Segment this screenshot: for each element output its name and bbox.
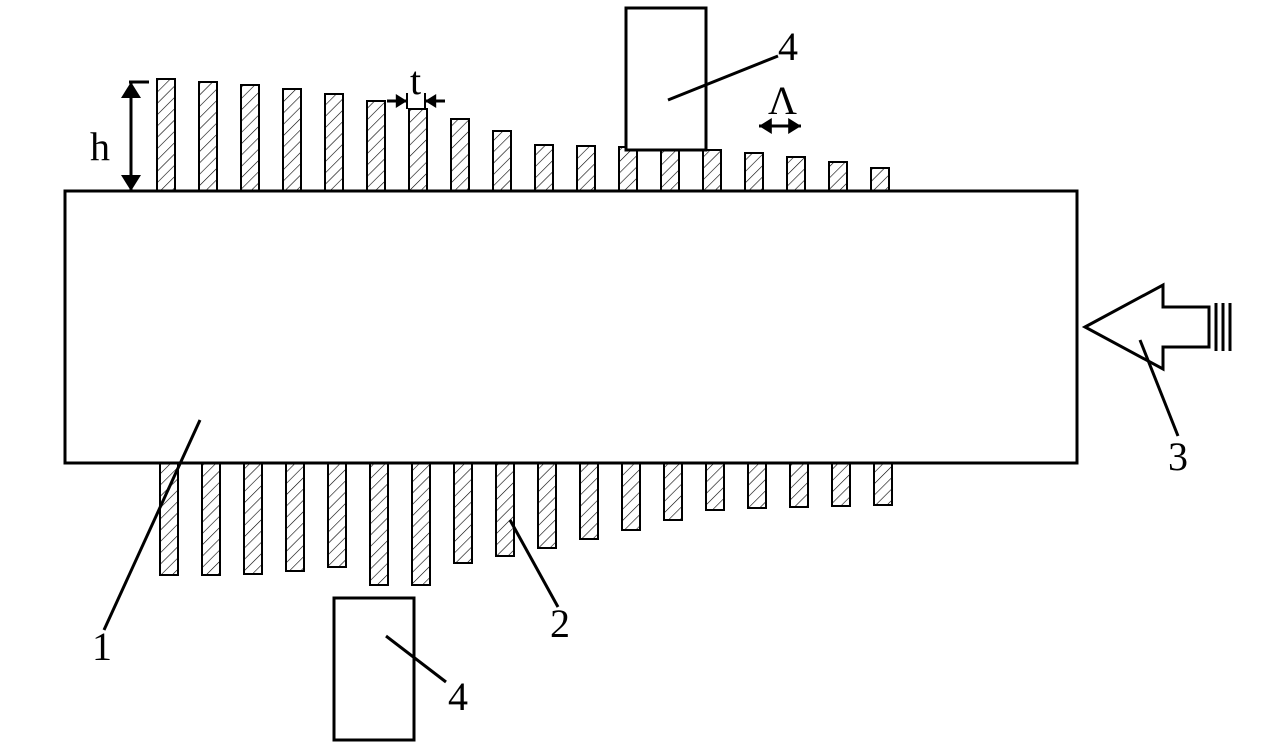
fin-bottom	[286, 463, 304, 571]
fin-top	[325, 94, 343, 191]
fin-top	[787, 157, 805, 191]
label-ref-2: 2	[550, 601, 570, 646]
fin-top	[367, 101, 385, 191]
label-t: t	[410, 58, 421, 103]
fin-bottom	[496, 463, 514, 556]
fin-top	[157, 79, 175, 191]
fin-top	[745, 153, 763, 191]
body-layer	[65, 191, 1077, 463]
waveguide-body	[65, 191, 1077, 463]
label-ref-3: 3	[1168, 434, 1188, 479]
fin-top	[619, 147, 637, 191]
fin-top	[871, 168, 889, 191]
fin-bottom	[454, 463, 472, 563]
fin-top	[493, 131, 511, 191]
detector-block	[626, 8, 706, 150]
label-ref-1: 1	[92, 624, 112, 669]
detector-block	[334, 598, 414, 740]
fin-top	[241, 85, 259, 191]
label-ref-4a: 4	[778, 24, 798, 69]
fin-top	[535, 145, 553, 191]
fin-bottom	[748, 463, 766, 508]
fin-bottom	[622, 463, 640, 530]
label-h: h	[90, 124, 110, 169]
fin-top	[661, 148, 679, 191]
fin-bottom	[370, 463, 388, 585]
fin-bottom	[412, 463, 430, 585]
fin-bottom	[538, 463, 556, 548]
fin-top	[283, 89, 301, 191]
fin-top	[577, 146, 595, 191]
fin-bottom	[706, 463, 724, 510]
fin-top	[703, 150, 721, 191]
label-ref-4b: 4	[448, 674, 468, 719]
fin-top	[451, 119, 469, 191]
label-lambda: Λ	[768, 78, 797, 123]
fin-bottom	[244, 463, 262, 574]
fin-bottom	[160, 463, 178, 575]
fin-top	[199, 82, 217, 191]
fin-bottom	[664, 463, 682, 520]
fin-top	[829, 162, 847, 191]
fin-bottom	[202, 463, 220, 575]
fin-bottom	[328, 463, 346, 567]
fin-bottom	[832, 463, 850, 506]
fin-bottom	[580, 463, 598, 539]
fin-bottom	[790, 463, 808, 507]
arrow-layer	[1085, 285, 1230, 369]
fin-bottom	[874, 463, 892, 505]
fin-top	[409, 109, 427, 191]
